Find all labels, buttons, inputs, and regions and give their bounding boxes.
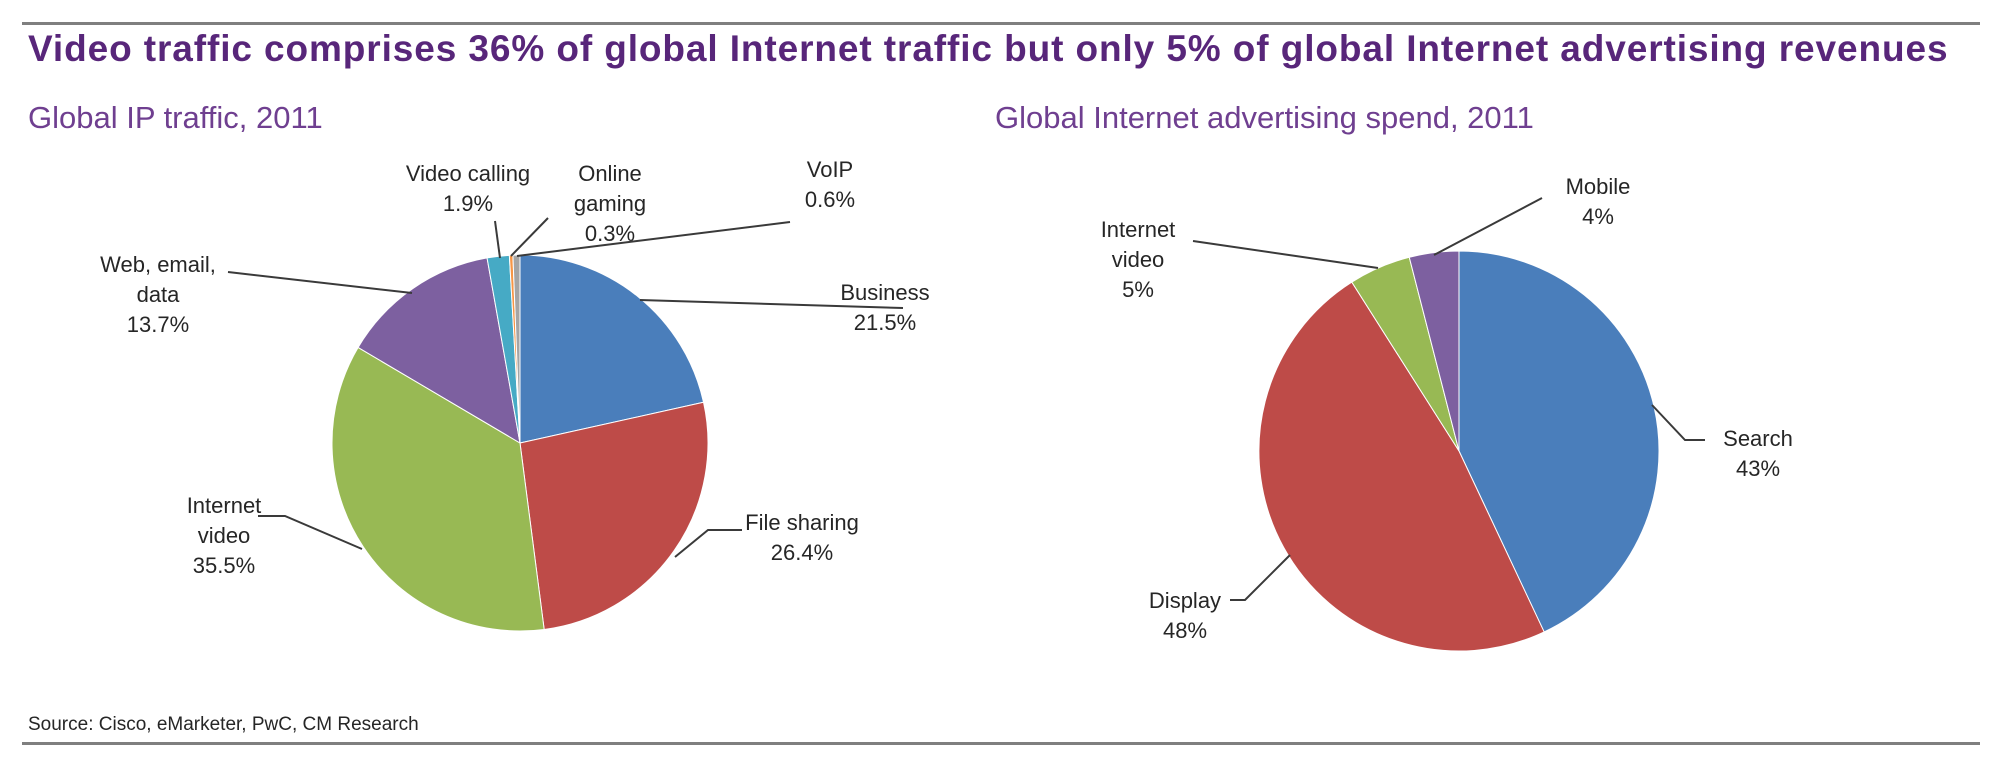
ip-traffic-label-internet-video: Internet video 35.5% bbox=[187, 493, 262, 578]
ad-spend-slice-display bbox=[1258, 281, 1545, 652]
ad-spend-leader-mobile bbox=[1433, 197, 1543, 256]
bottom-divider bbox=[22, 742, 1980, 745]
ip-traffic-label-voip: VoIP 0.6% bbox=[805, 157, 855, 212]
page-title: Video traffic comprises 36% of global In… bbox=[28, 28, 1949, 69]
ad-spend-leader-display bbox=[1230, 554, 1291, 601]
ip-traffic-label-online-gaming: Online gaming 0.3% bbox=[574, 161, 646, 246]
ad-spend-leader-search bbox=[1651, 404, 1705, 441]
ip-traffic-leader-web-email-data bbox=[227, 271, 413, 294]
ip-traffic-label-file-sharing: File sharing 26.4% bbox=[745, 510, 859, 565]
ad-spend-label-display: Display 48% bbox=[1149, 588, 1221, 643]
ad-spend-label-search: Search 43% bbox=[1723, 426, 1793, 481]
ip-traffic-slice-web-email-data bbox=[357, 257, 521, 444]
ip-traffic-label-business: Business 21.5% bbox=[840, 280, 929, 335]
source-note: Source: Cisco, eMarketer, PwC, CM Resear… bbox=[28, 714, 419, 735]
ip-traffic-chart-title: Global IP traffic, 2011 bbox=[28, 100, 323, 135]
ip-traffic-label-video-calling: Video calling 1.9% bbox=[406, 161, 530, 216]
ad-spend-slice-mobile bbox=[1408, 250, 1460, 452]
ip-traffic-label-web-email-data: Web, email, data 13.7% bbox=[100, 252, 216, 337]
ad-spend-leader-internet-video bbox=[1192, 240, 1379, 269]
ip-traffic-leader-business bbox=[639, 299, 904, 309]
ip-traffic-slice-internet-video bbox=[331, 346, 545, 632]
ip-traffic-leader-video-calling bbox=[494, 220, 501, 259]
top-divider bbox=[22, 22, 1980, 25]
ip-traffic-leader-voip bbox=[516, 221, 791, 257]
ip-traffic-slice-business bbox=[519, 254, 705, 444]
ip-traffic-leader-file-sharing bbox=[674, 529, 742, 558]
ip-traffic-slice-file-sharing bbox=[519, 401, 709, 631]
ip-traffic-leader-online-gaming bbox=[510, 217, 549, 257]
ip-traffic-leader-internet-video bbox=[258, 515, 363, 550]
ad-spend-label-internet-video: Internet video 5% bbox=[1101, 217, 1176, 302]
ad-spend-chart-title: Global Internet advertising spend, 2011 bbox=[995, 100, 1534, 135]
ad-spend-label-mobile: Mobile 4% bbox=[1566, 174, 1631, 229]
